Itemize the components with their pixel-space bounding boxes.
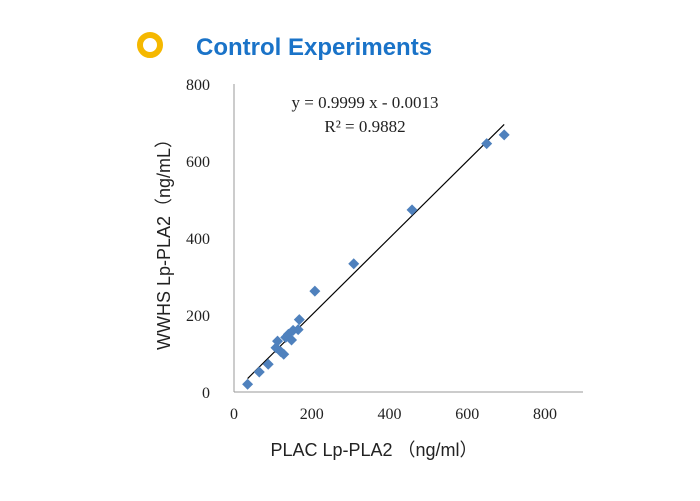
data-point <box>272 335 284 347</box>
y-axis-label: WWHS Lp-PLA2（ng/mL） <box>154 130 174 350</box>
y-tick-label: 800 <box>186 77 210 94</box>
x-tick-label: 200 <box>300 406 324 423</box>
y-tick-label: 0 <box>202 385 210 402</box>
trendline-equation: y = 0.9999 x - 0.0013 <box>292 93 439 112</box>
data-point <box>293 314 305 326</box>
y-tick-label: 600 <box>186 154 210 171</box>
x-axis-label: PLAC Lp-PLA2 （ng/ml） <box>270 440 477 460</box>
trendline-r-squared: R² = 0.9882 <box>324 117 405 136</box>
data-point <box>278 348 290 360</box>
y-tick-label: 200 <box>186 308 210 325</box>
data-point <box>253 366 265 378</box>
data-point <box>286 334 298 346</box>
x-tick-label: 400 <box>378 406 402 423</box>
x-tick-label: 800 <box>533 406 557 423</box>
x-tick-label: 0 <box>230 406 238 423</box>
data-point <box>292 324 304 336</box>
x-tick-label: 600 <box>455 406 479 423</box>
title-ring-icon <box>137 32 163 58</box>
data-point <box>262 358 274 370</box>
data-point <box>406 204 418 216</box>
page-title: Control Experiments <box>196 34 433 61</box>
data-point <box>309 285 321 297</box>
data-point <box>348 258 360 270</box>
data-point <box>498 129 510 141</box>
data-point <box>242 378 254 390</box>
data-point <box>481 138 493 150</box>
y-tick-label: 400 <box>186 231 210 248</box>
